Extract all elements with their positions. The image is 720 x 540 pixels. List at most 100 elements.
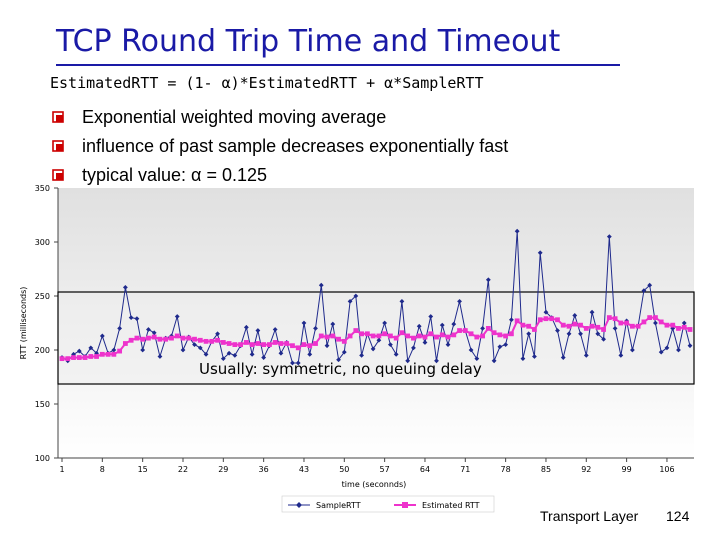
estimated-rtt-point (578, 322, 583, 328)
estimated-rtt-point (128, 337, 134, 343)
estimated-rtt-point (676, 326, 681, 331)
estimated-rtt-point (537, 317, 543, 323)
sample-rtt-point (618, 353, 624, 358)
estimated-rtt-point (468, 331, 474, 337)
legend-label: Estimated RTT (422, 501, 480, 510)
sample-rtt-point (290, 360, 295, 366)
sample-rtt-point (612, 326, 618, 331)
estimated-rtt-point (186, 335, 192, 341)
estimated-rtt-point (439, 332, 445, 338)
sample-rtt-point (99, 333, 105, 339)
square-bullet-icon (52, 140, 64, 152)
estimated-rtt-point (163, 336, 169, 342)
estimated-rtt-point (601, 327, 606, 332)
estimated-rtt-point (180, 335, 186, 341)
sample-rtt-point (278, 350, 284, 356)
estimated-rtt-point (566, 323, 572, 329)
estimated-rtt-point (457, 328, 462, 333)
sample-rtt-point (491, 358, 497, 364)
estimated-rtt-point (445, 334, 451, 340)
bullet-text: influence of past sample decreases expon… (82, 136, 509, 156)
estimated-rtt-point (647, 315, 653, 320)
sample-rtt-point (94, 350, 99, 356)
estimated-rtt-point (261, 342, 267, 347)
sample-rtt-point (526, 331, 532, 337)
sample-rtt-point (76, 348, 82, 354)
sample-rtt-point (589, 309, 595, 315)
sample-rtt-point (301, 320, 307, 326)
sample-rtt-point (474, 356, 480, 362)
x-tick-label: 29 (218, 465, 228, 474)
estimated-rtt-point (301, 342, 307, 347)
x-axis-label: time (seconnds) (342, 480, 407, 489)
estimated-rtt-point (140, 336, 146, 342)
estimated-rtt-point (411, 335, 416, 341)
estimated-rtt-point (232, 342, 238, 347)
estimated-rtt-point (503, 333, 509, 339)
sample-rtt-point (560, 355, 566, 360)
sample-rtt-point (226, 350, 232, 356)
square-bullet-icon (52, 169, 64, 181)
estimated-rtt-point (635, 323, 641, 329)
bullet-list: Exponential weighted moving average infl… (50, 104, 508, 191)
sample-rtt-point (388, 342, 393, 347)
sample-rtt-point (641, 288, 647, 293)
estimated-rtt-point (359, 331, 364, 337)
sample-rtt-point (151, 330, 157, 336)
estimated-rtt-point (290, 343, 295, 349)
estimated-rtt-point (658, 319, 664, 325)
page-number: 124 (666, 508, 690, 524)
estimated-rtt-point (157, 336, 163, 342)
estimated-rtt-point (192, 336, 197, 342)
sample-rtt-point (313, 326, 318, 331)
sample-rtt-point (255, 328, 261, 333)
estimated-rtt-point (508, 331, 514, 337)
estimated-rtt-point (209, 338, 215, 344)
estimated-rtt-point (687, 327, 693, 332)
x-tick-label: 8 (100, 465, 105, 474)
sample-rtt-point (117, 326, 123, 331)
sample-rtt-point (583, 353, 589, 358)
estimated-rtt-point (197, 337, 203, 343)
legend-label: SampleRTT (316, 501, 361, 510)
sample-rtt-point (439, 322, 445, 328)
y-tick-label: 300 (35, 238, 50, 247)
estimated-rtt-point (572, 321, 578, 327)
sample-rtt-point (485, 277, 491, 283)
sample-rtt-point (249, 351, 255, 357)
estimated-rtt-point (624, 320, 630, 326)
estimated-rtt-point (653, 315, 658, 320)
estimated-rtt-point (376, 333, 382, 339)
sample-rtt-point (146, 327, 151, 332)
estimated-rtt-point (330, 333, 336, 339)
sample-rtt-point (232, 353, 238, 358)
sample-rtt-point (215, 331, 220, 337)
estimated-rtt-point (583, 326, 589, 331)
sample-rtt-point (261, 355, 267, 360)
estimated-rtt-point (629, 323, 635, 329)
sample-rtt-point (330, 321, 336, 327)
estimated-rtt-point (134, 335, 140, 341)
estimated-rtt-point (122, 341, 128, 346)
plot-area (58, 188, 694, 458)
sample-rtt-point (658, 349, 664, 355)
x-tick-label: 43 (299, 465, 309, 474)
estimated-rtt-point (88, 354, 94, 359)
estimated-rtt-point (405, 333, 411, 339)
estimated-rtt-point (341, 338, 347, 344)
sample-rtt-point (353, 293, 359, 299)
legend-swatch-marker (296, 502, 302, 508)
sample-rtt-point (192, 342, 197, 347)
estimated-rtt-point (313, 341, 318, 346)
sample-rtt-point (601, 336, 606, 342)
x-tick-label: 15 (138, 465, 148, 474)
rtt-chart: 100 150 200 250 300 350 1 8 15 22 29 36 43 50 57 64 71 78… (19, 184, 695, 513)
estimated-rtt-point (451, 332, 457, 338)
sample-rtt-point (324, 343, 330, 349)
sample-rtt-point (572, 313, 578, 318)
x-tick-label: 85 (541, 465, 551, 474)
title-underline (56, 64, 620, 66)
estimated-rtt-point (226, 341, 232, 346)
sample-rtt-point (664, 345, 670, 351)
legend-swatch-marker (402, 502, 408, 508)
